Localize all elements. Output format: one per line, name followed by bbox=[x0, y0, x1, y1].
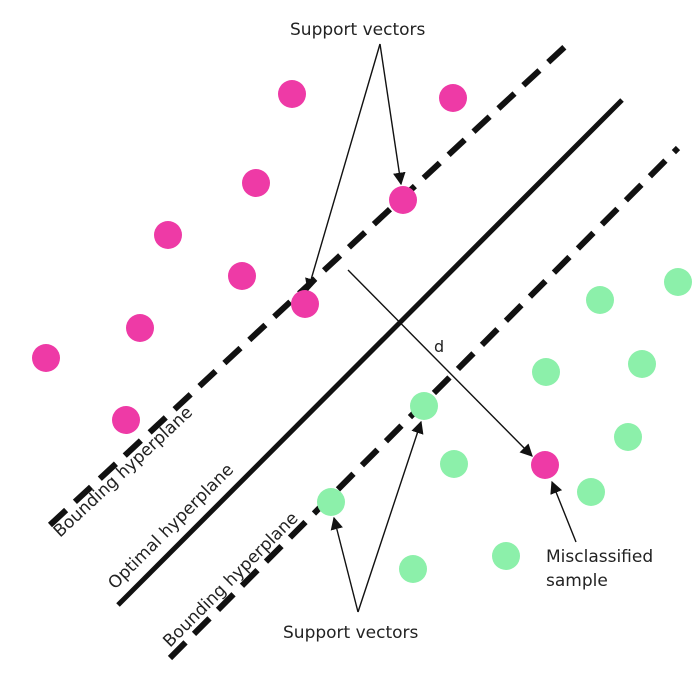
class-b-point bbox=[628, 350, 656, 378]
arrow-top-support-right bbox=[379, 43, 406, 186]
class-a-points bbox=[32, 80, 559, 479]
class-b-points bbox=[317, 268, 692, 583]
class-b-point bbox=[399, 555, 427, 583]
class-a-point bbox=[154, 221, 182, 249]
class-b-point bbox=[440, 450, 468, 478]
arrow-bottom-support-left bbox=[330, 516, 359, 613]
class-a-point bbox=[228, 262, 256, 290]
margin-d-label: d bbox=[434, 337, 444, 356]
support-vectors-top-label: Support vectors bbox=[290, 20, 426, 40]
arrow-bottom-support-right bbox=[357, 420, 424, 613]
class-b-point bbox=[664, 268, 692, 296]
misclassified-sample bbox=[531, 451, 559, 479]
misclassified-label-line2: sample bbox=[546, 571, 608, 591]
support-vector-a bbox=[291, 290, 319, 318]
arrow-misclassified bbox=[550, 480, 577, 543]
optimal-hyperplane bbox=[116, 98, 624, 607]
support-vector-a bbox=[389, 186, 417, 214]
support-vector-b bbox=[410, 392, 438, 420]
misclassified-label-line1: Misclassified bbox=[546, 547, 653, 567]
class-a-point bbox=[278, 80, 306, 108]
distance-arrow bbox=[347, 269, 533, 457]
arrow-top-support-left bbox=[305, 43, 381, 292]
class-a-point bbox=[112, 406, 140, 434]
support-vector-b bbox=[317, 488, 345, 516]
class-b-point bbox=[614, 423, 642, 451]
class-b-point bbox=[492, 542, 520, 570]
support-vectors-bottom-label: Support vectors bbox=[283, 623, 419, 643]
class-b-point bbox=[532, 358, 560, 386]
class-a-point bbox=[126, 314, 154, 342]
class-a-point bbox=[242, 169, 270, 197]
class-b-point bbox=[577, 478, 605, 506]
class-a-point bbox=[439, 84, 467, 112]
class-a-point bbox=[32, 344, 60, 372]
class-b-point bbox=[586, 286, 614, 314]
